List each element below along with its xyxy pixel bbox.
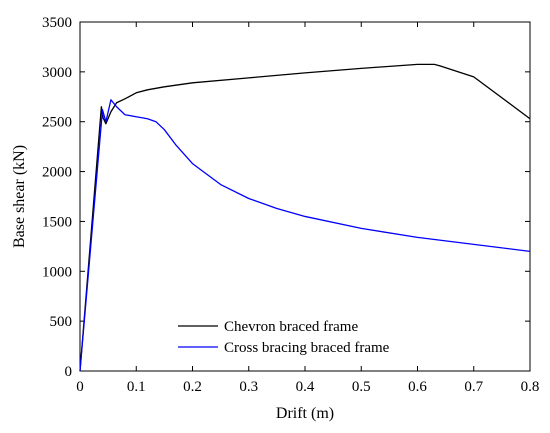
y-axis: 0 500 1000 1500 2000 2500 3000 3500 [42,15,530,380]
x-tick-label: 0.8 [521,379,540,395]
y-tick-label: 2500 [42,115,72,131]
x-axis: 0 0.1 0.2 0.3 0.4 0.5 0.6 0.7 0.8 [76,22,539,395]
series-layer [79,63,531,372]
y-tick-label: 1000 [42,264,72,280]
y-tick-label: 500 [50,314,73,330]
x-tick-label: 0.1 [127,379,146,395]
x-tick-label: 0.4 [296,379,315,395]
legend-box [170,310,448,364]
y-tick-label: 3000 [42,65,72,81]
legend-label-chevron: Chevron braced frame [224,319,358,335]
y-tick-label: 1500 [42,214,72,230]
legend: Chevron braced frame Cross bracing brace… [170,310,448,364]
x-tick-label: 0.7 [464,379,483,395]
series-line-chevron [79,63,531,372]
x-tick-label: 0.6 [408,379,427,395]
y-tick-label: 2000 [42,165,72,181]
legend-label-cross-bracing: Cross bracing braced frame [224,340,390,356]
series-line-cross-bracing [79,99,531,372]
x-tick-label: 0.2 [183,379,202,395]
y-tick-label: 3500 [42,15,72,31]
x-tick-label: 0 [76,379,84,395]
x-tick-label: 0.3 [239,379,258,395]
x-axis-title: Drift (m) [276,405,334,422]
y-tick-label: 0 [65,364,73,380]
y-axis-title: Base shear (kN) [11,145,28,248]
x-tick-label: 0.5 [352,379,371,395]
